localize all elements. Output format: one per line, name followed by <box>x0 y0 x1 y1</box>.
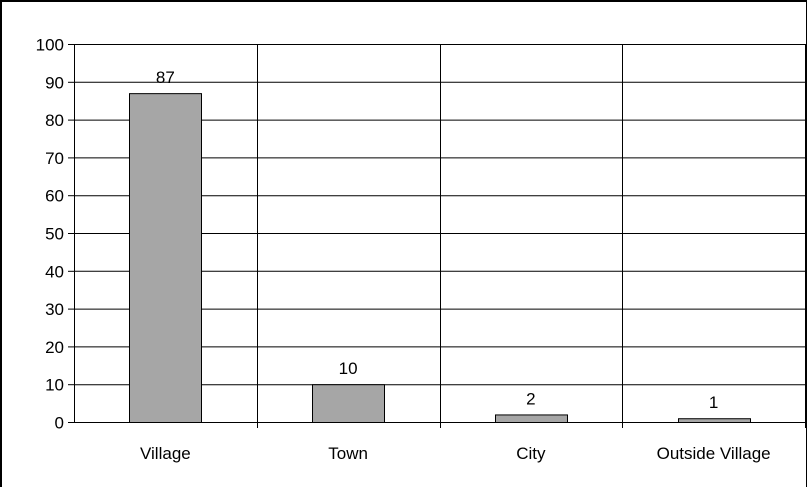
data-label: 2 <box>526 389 535 408</box>
bar-city <box>495 414 568 424</box>
bar-town <box>312 384 385 424</box>
x-category-label: City <box>516 444 546 463</box>
data-label: 1 <box>709 393 718 412</box>
y-tick-label: 80 <box>45 111 64 130</box>
labels-layer: 0 10 20 30 40 50 60 70 80 90 100 87 Village 10 Town 2 Ci… <box>36 36 771 464</box>
y-tick-label: 70 <box>45 149 64 168</box>
y-tick-label: 40 <box>45 262 64 281</box>
axis-layer <box>68 44 806 428</box>
x-category-label: Outside Village <box>657 444 771 463</box>
data-label: 87 <box>156 68 175 87</box>
y-tick-label: 60 <box>45 187 64 206</box>
bars-layer <box>129 93 751 424</box>
bar-village <box>129 93 202 423</box>
y-tick-label: 90 <box>45 73 64 92</box>
y-tick-label: 20 <box>45 338 64 357</box>
y-tick-label: 30 <box>45 300 64 319</box>
x-category-label: Town <box>328 444 368 463</box>
data-label: 10 <box>339 359 358 378</box>
y-tick-label: 0 <box>55 414 64 433</box>
y-tick-label: 100 <box>36 36 64 55</box>
bar-outside-village <box>678 418 751 424</box>
y-tick-label: 10 <box>45 376 64 395</box>
x-category-label: Village <box>140 444 191 463</box>
y-tick-label: 50 <box>45 225 64 244</box>
